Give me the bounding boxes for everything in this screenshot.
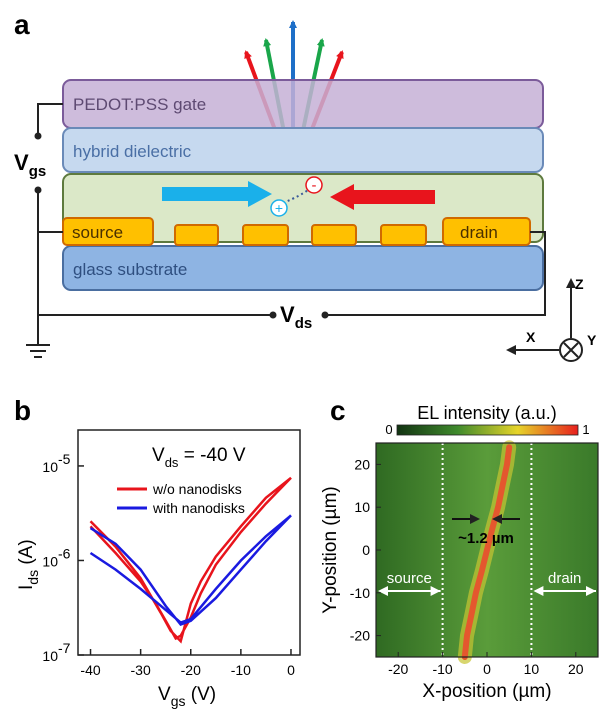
- colorbar-tick-label: 0: [385, 422, 392, 437]
- x-axis-title-part: V: [158, 684, 171, 705]
- device-diagram: a PEDOT:PSS gate hybrid dielectric glass…: [14, 9, 597, 362]
- substrate-layer: [62, 245, 544, 291]
- y-axis-title: Ids (A): [16, 539, 41, 590]
- x-tick-label: -40: [80, 662, 100, 678]
- panel-label: a: [14, 9, 30, 40]
- wiring: [26, 103, 546, 358]
- y-tick-label: 10: [42, 459, 58, 475]
- y-tick-label: 10: [42, 553, 58, 569]
- panel-label: b: [14, 395, 31, 426]
- nanodisk: [174, 224, 219, 246]
- annotation: Vds = -40 V: [152, 445, 246, 470]
- y-tick-exponent: -5: [58, 451, 71, 467]
- vds-sub: ds: [295, 315, 313, 332]
- electron-sign: -: [312, 177, 317, 194]
- y-tick-exponent: -6: [58, 545, 71, 561]
- exciton-link: [282, 189, 309, 204]
- y-axis-cross: [563, 342, 579, 358]
- x-tick-label: 20: [568, 661, 584, 677]
- x-tick-label: -20: [181, 662, 201, 678]
- emission-zone: [461, 444, 513, 660]
- legend-label: w/o nanodisks: [152, 481, 242, 497]
- width-label: ~1.2 µm: [458, 530, 514, 547]
- electron: [305, 176, 323, 194]
- colorbar-tick-label: 1: [582, 422, 589, 437]
- colorbar: [396, 424, 579, 436]
- y-label: Y: [587, 332, 597, 348]
- legend-label: with nanodisks: [152, 500, 245, 516]
- terminal: [34, 132, 42, 140]
- terminal: [269, 311, 277, 319]
- panel-c: c EL intensity (a.u.) 0 1 source drain ~1.2 µm…: [320, 395, 599, 702]
- hole-sign: +: [275, 200, 283, 216]
- nanodisk: [311, 224, 357, 246]
- drain-label: drain: [460, 223, 498, 242]
- x-tick-label: -10: [432, 661, 452, 677]
- x-tick-label: 10: [524, 661, 540, 677]
- x-axis-title: X-position (µm): [422, 681, 551, 702]
- y-axis-title: Y-position (µm): [320, 486, 341, 613]
- y-axis-title-part: I: [16, 585, 37, 590]
- vgs-sub: gs: [29, 163, 47, 180]
- x-tick-label: -30: [131, 662, 151, 678]
- wire: [325, 231, 546, 316]
- y-tick-exponent: -7: [58, 640, 71, 656]
- vgs-main: V: [14, 150, 29, 175]
- annotation-part: = -40 V: [178, 445, 245, 466]
- y-tick-label: 20: [354, 456, 370, 472]
- x-tick-label: 0: [483, 661, 491, 677]
- x-tick-label: -10: [231, 662, 251, 678]
- vgs-label: Vgs: [14, 150, 46, 180]
- y-tick-label: 10: [42, 648, 58, 664]
- x-tick-label: -20: [388, 661, 408, 677]
- x-axis-title-part: gs: [171, 693, 186, 709]
- z-label: Z: [575, 276, 584, 292]
- panel-label: c: [330, 395, 346, 426]
- hole-arrow-head: [248, 181, 272, 207]
- nanodisk: [380, 224, 427, 246]
- wire: [37, 103, 63, 136]
- nanodisk: [242, 224, 289, 246]
- source-label: source: [72, 223, 123, 242]
- x-axis-title-part: (V): [185, 684, 216, 705]
- region-label: drain: [548, 570, 581, 587]
- dielectric-layer: [62, 127, 544, 173]
- series-line: [89, 476, 292, 644]
- substrate-label: glass substrate: [73, 260, 187, 279]
- vds-main: V: [280, 302, 295, 327]
- region-label: source: [387, 570, 432, 587]
- electron-arrow-head: [330, 184, 354, 210]
- y-axis-title-part: (A): [16, 539, 37, 570]
- vds-label: Vds: [280, 302, 312, 332]
- terminal: [34, 186, 42, 194]
- y-tick-label: -20: [350, 628, 370, 644]
- plot-frame: [77, 429, 301, 656]
- nanodisks: [174, 224, 427, 246]
- x-label: X: [526, 329, 536, 345]
- gate-label: PEDOT:PSS gate: [73, 95, 206, 114]
- terminal: [321, 311, 329, 319]
- y-axis-title-part: ds: [25, 570, 41, 585]
- hole: [270, 199, 288, 217]
- y-tick-label: -10: [350, 585, 370, 601]
- dielectric-label: hybrid dielectric: [73, 142, 192, 161]
- x-axis-title: Vgs (V): [158, 684, 216, 709]
- y-tick-label: 0: [362, 542, 370, 558]
- series-line: [89, 514, 292, 626]
- wire: [37, 190, 63, 233]
- y-tick-label: 10: [354, 499, 370, 515]
- colorbar-title: EL intensity (a.u.): [417, 403, 556, 423]
- annotation-part: ds: [165, 455, 179, 470]
- x-tick-label: 0: [287, 662, 295, 678]
- annotation-part: V: [152, 445, 165, 466]
